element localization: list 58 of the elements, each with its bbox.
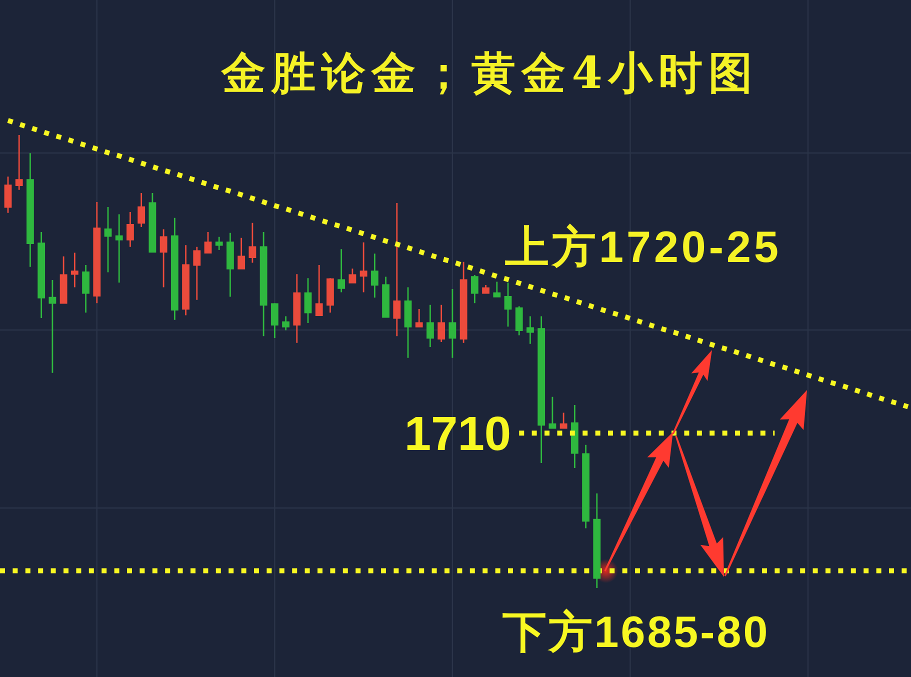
- candlestick: [26, 152, 34, 268]
- candlestick: [348, 268, 356, 284]
- candlestick: [48, 279, 56, 374]
- candlestick: [126, 211, 134, 248]
- candlestick: [538, 316, 546, 464]
- candlestick: [493, 281, 501, 298]
- candlestick: [526, 316, 534, 345]
- candlestick: [138, 192, 146, 228]
- series-label: 1710: [404, 408, 512, 462]
- candlestick: [504, 282, 512, 328]
- candlestick: [38, 231, 46, 319]
- candlestick: [160, 228, 168, 288]
- candlestick: [426, 304, 434, 348]
- candlestick: [393, 202, 401, 337]
- candlestick: [515, 306, 523, 336]
- candlestick: [315, 264, 323, 316]
- candlestick: [193, 246, 201, 301]
- candlestick: [93, 201, 101, 304]
- legend-label: 下方1685-80: [502, 608, 770, 657]
- candlestick: [270, 302, 278, 339]
- candlestick: [60, 256, 68, 304]
- candlestick: [338, 248, 346, 293]
- candlestick: [170, 217, 178, 321]
- candlestick: [148, 192, 156, 253]
- candlestick: [304, 277, 312, 324]
- candlestick: [182, 244, 190, 316]
- candlestick: [204, 231, 212, 254]
- candlestick: [560, 412, 568, 429]
- candlestick: [70, 252, 78, 288]
- chart-title: 金胜论金；黄金4小时图: [220, 48, 758, 99]
- candlestick: [248, 222, 256, 264]
- candlestick: [360, 242, 368, 293]
- candlestick: [104, 206, 112, 273]
- candlestick: [482, 284, 490, 294]
- candlestick: [593, 492, 601, 589]
- candlestick: [4, 176, 12, 214]
- candlestick: [226, 232, 234, 298]
- candlestick: [415, 308, 423, 328]
- candlestick: [115, 214, 123, 284]
- candlestick: [438, 304, 446, 343]
- candlestick: [548, 396, 556, 429]
- candlestick: [582, 444, 590, 529]
- annotation: 上方1720-25: [505, 223, 782, 272]
- candlestick: [260, 231, 268, 337]
- candlestick: [238, 237, 246, 270]
- candlestick: [370, 252, 378, 298]
- candlestick: [570, 404, 578, 469]
- candlestick: [460, 261, 468, 344]
- candlestick: [470, 274, 478, 304]
- candlestick: [15, 134, 23, 191]
- candlestick: [326, 277, 334, 314]
- candlestick: [215, 236, 223, 251]
- candlestick: [82, 264, 90, 314]
- candlestick: [448, 288, 456, 359]
- candlestick: [282, 316, 290, 331]
- candlestick: [382, 276, 390, 318]
- candlestick: [293, 273, 301, 344]
- candlestick: [404, 286, 412, 359]
